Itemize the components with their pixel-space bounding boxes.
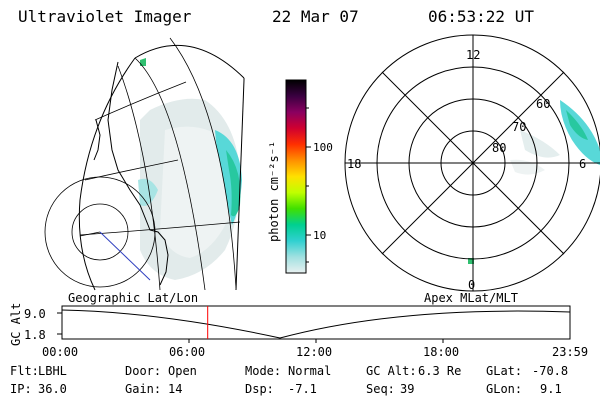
gain-value: 14 — [168, 382, 183, 396]
seq-value: 39 — [400, 382, 415, 396]
ip-value: 36.0 — [38, 382, 67, 396]
flt-label: Flt: — [10, 364, 39, 378]
door-value: Open — [168, 364, 197, 378]
altitude-curve — [61, 309, 571, 339]
altitude-xtick-4: 23:59 — [552, 345, 588, 359]
altitude-xtick-0: 00:00 — [42, 345, 78, 359]
time-label: 06:53:22 UT — [428, 7, 534, 26]
polar-auroral-emission — [468, 100, 600, 264]
glat-label: GLat: — [486, 364, 523, 378]
ip-label: IP: — [10, 382, 32, 396]
apex-panel-label: Apex MLat/MLT — [424, 291, 518, 305]
mlt-label-18: 18 — [347, 157, 361, 171]
mlat-label-60: 60 — [536, 97, 550, 111]
dsp-label: Dsp: — [245, 382, 274, 396]
glon-value: 9.1 — [540, 382, 562, 396]
geo-auroral-emission — [138, 58, 242, 280]
altitude-ytick-1: 1.8 — [24, 328, 46, 342]
flt-value: LBHL — [38, 364, 67, 378]
mlat-label-70: 70 — [512, 120, 526, 134]
mode-label: Mode: — [245, 364, 282, 378]
seq-label: Seq: — [366, 382, 395, 396]
geographic-map — [44, 37, 245, 291]
glat-value: -70.8 — [532, 364, 569, 378]
gcalt-value: 6.3 Re — [418, 364, 462, 378]
altitude-ytick-9: 9.0 — [24, 307, 46, 321]
altitude-plot: GC Alt 9.0 1.8 00:00 06:00 12:00 18:00 2… — [9, 303, 588, 359]
altitude-xtick-1: 06:00 — [169, 345, 205, 359]
mlt-label-12: 12 — [466, 48, 480, 62]
glon-label: GLon: — [486, 382, 523, 396]
date-label: 22 Mar 07 — [272, 7, 359, 26]
colorbar-tick-10: 10 — [313, 229, 326, 242]
altitude-ylabel: GC Alt — [9, 303, 23, 346]
colorbar-label: photon cm⁻²s⁻¹ — [267, 141, 281, 242]
instrument-title: Ultraviolet Imager — [18, 7, 192, 26]
polar-plot: 12 18 6 0 60 70 80 — [344, 34, 600, 292]
colorbar: 100 10 photon cm⁻²s⁻¹ — [267, 79, 333, 274]
altitude-xtick-3: 18:00 — [423, 345, 459, 359]
mlt-label-6: 6 — [579, 157, 586, 171]
mode-value: Normal — [288, 364, 332, 378]
dsp-value: -7.1 — [288, 382, 317, 396]
mlat-label-80: 80 — [492, 141, 506, 155]
gcalt-label: GC Alt: — [366, 364, 417, 378]
geographic-panel-label: Geographic Lat/Lon — [68, 291, 199, 305]
colorbar-strip — [285, 79, 307, 274]
colorbar-tick-100: 100 — [313, 141, 333, 154]
altitude-xtick-2: 12:00 — [296, 345, 332, 359]
door-label: Door: — [125, 364, 162, 378]
gain-label: Gain: — [125, 382, 162, 396]
mlt-label-0: 0 — [468, 278, 475, 292]
